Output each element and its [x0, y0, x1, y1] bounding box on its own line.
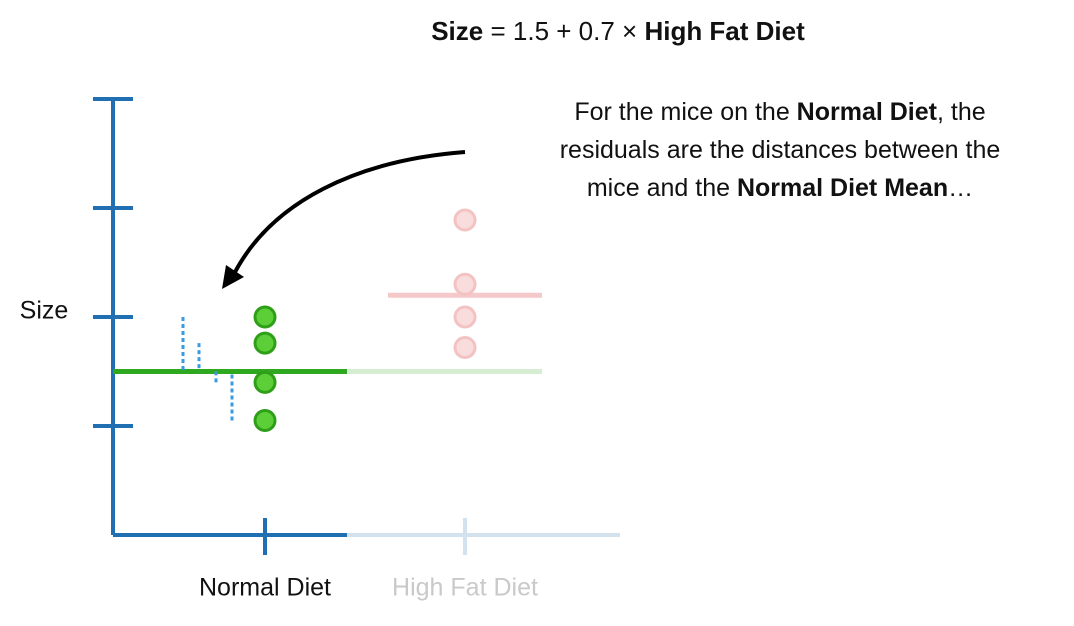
data-point [453, 305, 477, 329]
annotation-line: For the mice on the Normal Diet, the [574, 98, 985, 126]
data-point [453, 272, 477, 296]
data-point [453, 336, 477, 360]
data-point [253, 331, 277, 355]
annotation: For the mice on the Normal Diet, the resi… [560, 98, 1001, 202]
chart-title: Size = 1.5 + 0.7 × High Fat Diet [431, 16, 805, 46]
arrow [230, 150, 466, 279]
y-axis-label: Size [20, 297, 69, 325]
x-tick-label: High Fat Diet [392, 574, 538, 602]
text-segment: High Fat Diet [637, 16, 805, 46]
text-segment: Normal Diet [797, 98, 938, 126]
text-segment: , the [937, 98, 986, 126]
arrow-head [222, 265, 244, 289]
text-segment: For the mice on the [574, 98, 796, 126]
data-point [253, 370, 277, 394]
text-segment: × [622, 16, 637, 46]
text-segment: … [948, 174, 973, 202]
text-segment: residuals are the distances between the [560, 136, 1001, 164]
annotation-line: residuals are the distances between the [560, 136, 1001, 164]
text-segment: mice and the [587, 174, 737, 202]
data-point [253, 305, 277, 329]
x-tick-label: Normal Diet [199, 574, 331, 602]
data-point [253, 409, 277, 433]
data-point [453, 208, 477, 232]
text-segment: Normal Diet Mean [737, 174, 948, 202]
text-segment: = 1.5 + 0.7 [483, 16, 622, 46]
text-segment: Size [431, 16, 483, 46]
annotation-line: mice and the Normal Diet Mean… [587, 174, 973, 202]
